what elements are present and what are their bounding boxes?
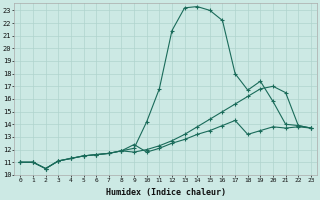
X-axis label: Humidex (Indice chaleur): Humidex (Indice chaleur) — [106, 188, 226, 197]
